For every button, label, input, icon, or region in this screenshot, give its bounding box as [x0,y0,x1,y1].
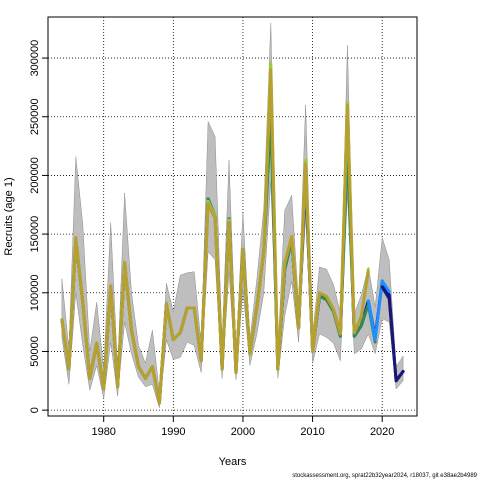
y-tick-label: 200000 [29,157,41,194]
x-axis: 1980 1990 2000 2010 2020 [91,416,394,438]
series-lines [60,62,405,405]
x-tick-label: 2020 [370,426,394,438]
plot-frame [47,16,418,417]
series-line-6 [380,285,405,383]
x-tick-label: 1980 [91,426,115,438]
y-tick-label: 300000 [29,40,41,77]
y-axis-title: Recruits (age 1) [3,177,15,255]
x-axis-title: Years [219,456,247,468]
grid-lines [48,17,417,416]
x-tick-label: 1990 [161,426,185,438]
x-tick-label: 2000 [231,426,255,438]
y-tick-label: 50000 [29,336,41,367]
footer-credit: stockassessment.org, sprat22b32year2024,… [292,473,477,479]
y-tick-label: 150000 [29,216,41,253]
y-axis: 0 50000 100000 150000 200000 250000 300000 [29,40,48,413]
series-line-4 [60,68,370,405]
y-tick-label: 0 [29,407,41,413]
x-tick-label: 2010 [300,426,324,438]
y-tick-label: 250000 [29,98,41,135]
series-line-5 [366,279,391,342]
y-tick-label: 100000 [29,274,41,311]
